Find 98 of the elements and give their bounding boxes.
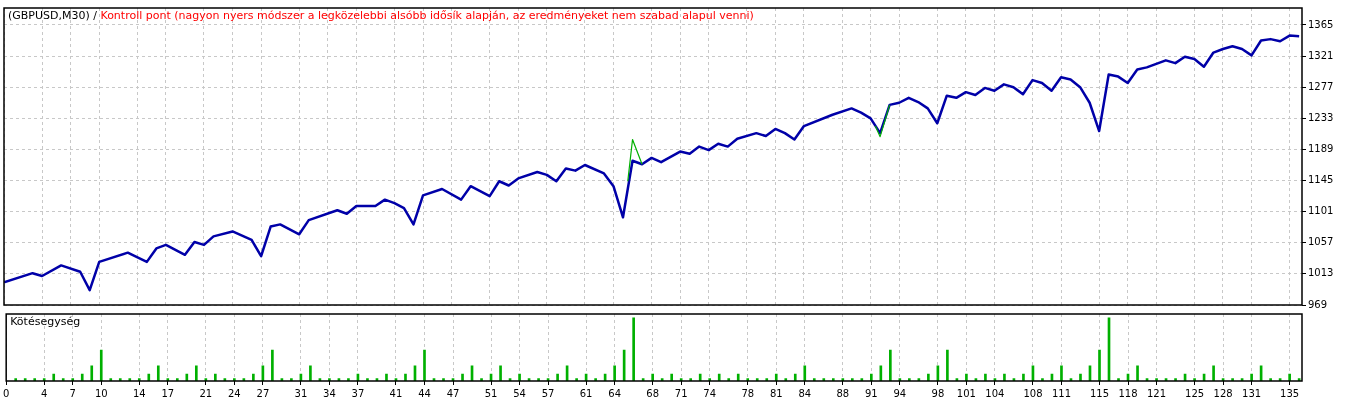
x-tick-label: 10	[94, 387, 108, 399]
bar	[80, 373, 84, 381]
x-tick-label: 128	[1213, 387, 1233, 399]
x-tick-label: 104	[985, 387, 1005, 399]
bar	[252, 373, 255, 381]
x-tick-label: 17	[161, 387, 175, 399]
x-tick-label: 101	[956, 387, 976, 399]
bar	[423, 349, 426, 381]
x-tick-label: 115	[1089, 387, 1110, 399]
x-tick-label: 4	[41, 387, 48, 399]
y-tick-label: 1321	[1308, 49, 1334, 61]
bar	[774, 373, 778, 381]
bar	[736, 373, 740, 381]
x-tick-label: 57	[541, 387, 555, 399]
x-tick-label: 78	[741, 387, 755, 399]
x-tick-label: 108	[1023, 387, 1043, 399]
bar	[214, 373, 217, 381]
x-tick-label: 44	[418, 387, 431, 399]
x-tick-label: 88	[836, 387, 850, 399]
x-tick-label: 81	[769, 387, 783, 399]
bar	[271, 349, 274, 381]
x-tick-label: 21	[199, 387, 213, 399]
bar	[1022, 373, 1025, 381]
x-tick-label: 135	[1280, 387, 1300, 399]
bar	[698, 373, 702, 381]
bar	[1250, 373, 1253, 381]
x-tick-label: 111	[1051, 387, 1072, 399]
bar	[385, 373, 388, 381]
x-tick-label: 121	[1146, 387, 1167, 399]
bar	[309, 365, 312, 381]
bar	[946, 349, 949, 381]
y-tick-label: 1013	[1308, 267, 1334, 279]
bar	[1136, 365, 1139, 381]
y-tick-label: 1145	[1308, 174, 1334, 186]
x-tick-label: 71	[674, 387, 688, 399]
y-tick-label: 969	[1308, 298, 1328, 310]
y-tick-label: 1189	[1308, 143, 1334, 155]
x-tick-label: 37	[351, 387, 365, 399]
bar	[156, 365, 160, 381]
x-tick-label: 98	[931, 387, 945, 399]
bar	[651, 373, 654, 381]
x-tick-label: 34	[323, 387, 336, 399]
chart-title: (GBPUSD,M30) /	[8, 8, 98, 22]
x-tick-label: 61	[579, 387, 593, 399]
x-tick-label: 54	[513, 387, 526, 399]
x-tick-label: 131	[1242, 387, 1262, 399]
x-tick-label: 64	[608, 387, 621, 399]
bar	[404, 373, 407, 381]
bar	[889, 349, 892, 381]
x-tick-label: 24	[227, 387, 241, 399]
bar	[1079, 373, 1082, 381]
bar	[1098, 349, 1101, 381]
bar	[99, 349, 103, 381]
x-tick-label: 7	[69, 387, 76, 399]
y-tick-label: 1365	[1308, 18, 1334, 30]
bar	[518, 373, 521, 381]
x-tick-label: 125	[1185, 387, 1205, 399]
bar	[793, 373, 797, 381]
bar	[461, 373, 464, 381]
x-tick-label: 74	[703, 387, 717, 399]
y-tick-label: 1277	[1308, 80, 1334, 92]
bar	[556, 373, 559, 381]
y-tick-label: 1101	[1308, 205, 1334, 217]
x-tick-label: 118	[1118, 387, 1138, 399]
y-tick-label: 1233	[1308, 111, 1334, 123]
bar	[870, 373, 873, 381]
bar	[1060, 365, 1063, 381]
chart-subtitle: Kontroll pont (nagyon nyers módszer a legközelebbi alsóbb idősík alapján, az eredményeket nem szabad alapul venni)	[100, 8, 754, 22]
y-tick-label: 1057	[1308, 236, 1334, 248]
bar	[803, 365, 807, 381]
x-tick-label: 41	[389, 387, 403, 399]
x-tick-label: 91	[864, 387, 878, 399]
x-tick-label: 68	[646, 387, 660, 399]
x-tick-label: 0	[2, 387, 10, 399]
bar	[927, 373, 930, 381]
bar	[194, 365, 198, 381]
bar	[185, 373, 189, 381]
x-tick-label: 94	[893, 387, 907, 399]
bar	[965, 373, 968, 381]
bar	[90, 365, 94, 381]
x-tick-label: 47	[446, 387, 460, 399]
x-tick-label: 31	[294, 387, 308, 399]
bar	[147, 373, 151, 381]
bar	[52, 373, 56, 381]
bar	[1212, 365, 1215, 381]
bar	[670, 373, 674, 381]
bar	[717, 373, 721, 381]
x-tick-label: 84	[798, 387, 812, 399]
x-tick-label: 27	[256, 387, 270, 399]
chart-title: Kötésegység	[10, 314, 81, 328]
x-tick-label: 51	[484, 387, 498, 399]
bar	[499, 365, 502, 381]
bar	[1288, 373, 1291, 381]
bar	[613, 365, 616, 381]
x-tick-label: 14	[132, 387, 146, 399]
bar	[984, 373, 987, 381]
bar	[1003, 373, 1006, 381]
bar	[632, 317, 635, 381]
